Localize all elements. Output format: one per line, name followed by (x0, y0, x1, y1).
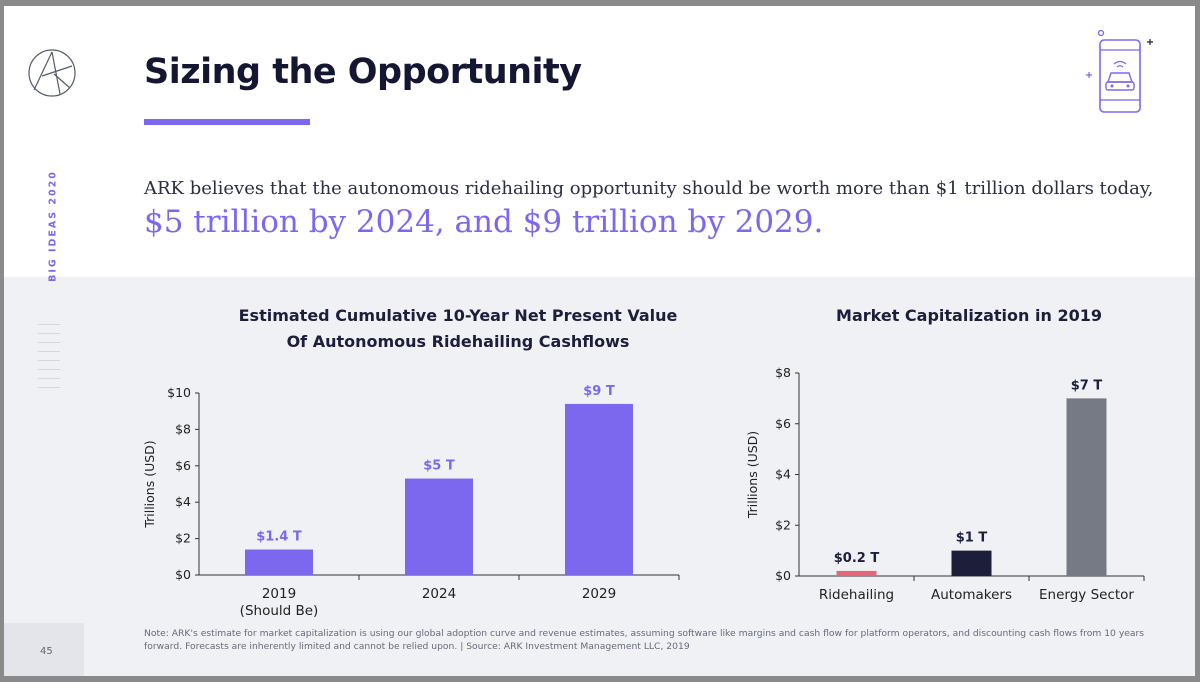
chart1-y-tick-label: $6 (175, 458, 191, 473)
chart2-y-tick-label: $4 (775, 467, 791, 482)
page-number-box (4, 623, 84, 676)
chart2-bar-2 (951, 550, 992, 576)
chart2-x-tick-label-3: Energy Sector (1039, 587, 1134, 603)
page-title: Sizing the Opportunity (144, 52, 582, 92)
chart1-y-tick-label: $0 (175, 567, 191, 582)
chart2-x-tick-label-2: Automakers (931, 587, 1012, 603)
chart1-y-axis-label: Trillions (USD) (142, 440, 157, 528)
chart1-y-tick-label: $10 (167, 385, 191, 400)
chart2-x-tick-label-1: Ridehailing (819, 587, 894, 603)
chart1-y-tick-label: $8 (175, 421, 191, 436)
chart2-data-label-1: $0.2 T (834, 551, 880, 566)
chart2-y-tick-label: $0 (775, 568, 791, 583)
chart1-bar-1 (245, 549, 313, 575)
chart2-bar-1 (836, 570, 877, 576)
chart2-data-label-2: $1 T (956, 531, 988, 546)
footer-note: Note: ARK's estimate for market capitali… (144, 628, 1145, 652)
vertical-section-label: BIG IDEAS 2020 (47, 170, 59, 282)
chart1-x-tick-sublabel-1: (Should Be) (240, 603, 319, 619)
decorative-ticks (38, 324, 62, 396)
chart2-title: Market Capitalization in 2019 (784, 303, 1154, 329)
chart1-title: Estimated Cumulative 10-Year Net Present… (188, 303, 728, 355)
chart1-x-tick-label-3: 2029 (582, 586, 616, 602)
subtitle-line-1: ARK believes that the autonomous ridehai… (144, 178, 1154, 199)
chart2-y-tick-label: $8 (775, 365, 791, 380)
slide: BIG IDEAS 2020 45 Sizing the Opportunity… (4, 6, 1195, 676)
phone-car-icon (1086, 30, 1153, 113)
title-underline (144, 119, 310, 125)
chart1-bar-2 (405, 478, 473, 575)
chart1-y-tick-label: $2 (175, 531, 191, 546)
chart1-data-label-3: $9 T (583, 384, 615, 399)
chart2-y-axis-label: Trillions (USD) (745, 431, 760, 519)
chart1-bar-3 (565, 403, 633, 575)
chart2-y-tick-label: $6 (775, 416, 791, 431)
chart1-x-tick-label-1: 2019 (262, 586, 296, 602)
subtitle-line-2: $5 trillion by 2024, and $9 trillion by … (144, 204, 824, 240)
ark-logo-icon (28, 49, 76, 97)
chart2-data-label-3: $7 T (1071, 378, 1103, 393)
page-number: 45 (40, 646, 53, 657)
chart2-title-line1: Market Capitalization in 2019 (836, 306, 1102, 325)
chart1-data-label-2: $5 T (423, 459, 455, 474)
chart2-market-cap-bar-chart: $0 $2 $4 $6 $8 Trillions (USD) $0.2 T Ridehaili… (745, 365, 1145, 603)
chart1-npv-bar-chart: $0 $2 $4 $6 $8 $10 Trillions (USD) $1.4 T 2019(S… (142, 384, 680, 619)
chart1-title-line1: Estimated Cumulative 10-Year Net Present… (238, 306, 678, 325)
chart2-bar-3 (1066, 398, 1107, 576)
chart1-y-tick-label: $4 (175, 494, 191, 509)
chart1-data-label-1: $1.4 T (256, 530, 302, 545)
chart1-title-line2: Of Autonomous Ridehailing Cashflows (286, 332, 630, 351)
chart1-x-tick-label-2: 2024 (422, 586, 456, 602)
chart2-y-tick-label: $2 (775, 517, 791, 532)
